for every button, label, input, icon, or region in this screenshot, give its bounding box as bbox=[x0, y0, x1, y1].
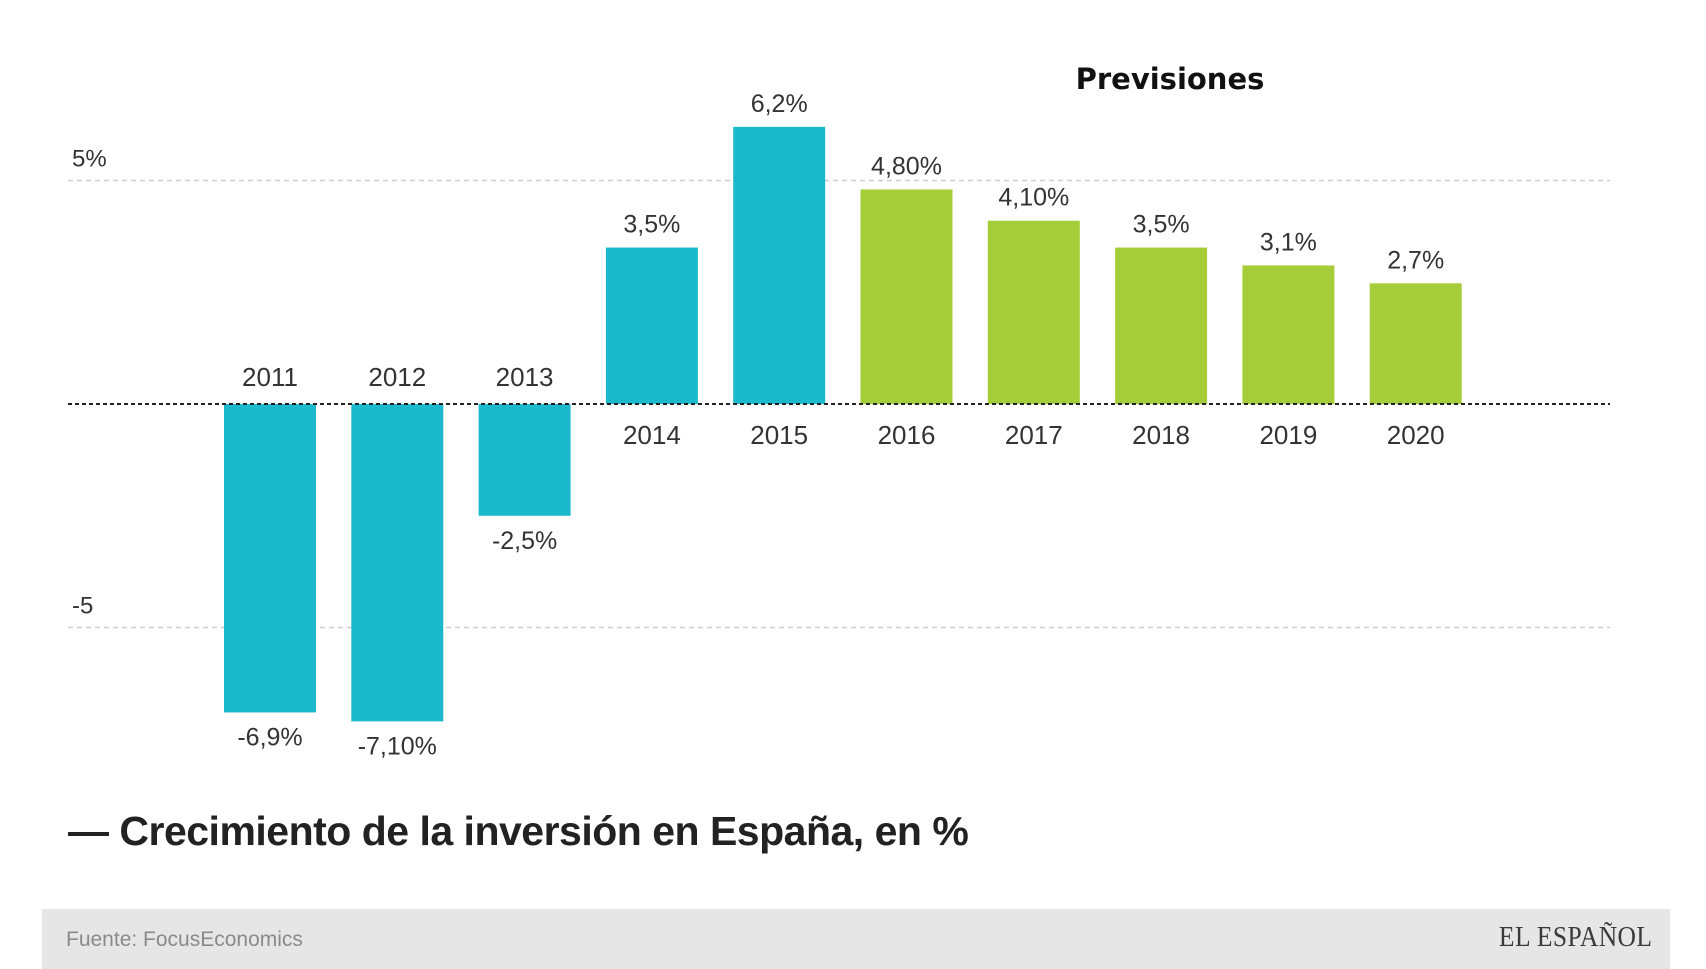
forecast-label: Previsiones bbox=[1076, 62, 1265, 96]
source-text: Fuente: FocusEconomics bbox=[66, 928, 303, 951]
x-tick-label: 2018 bbox=[1132, 420, 1190, 450]
bars bbox=[68, 126, 1610, 722]
x-tick-label: 2014 bbox=[623, 420, 681, 450]
data-label: 4,10% bbox=[998, 184, 1069, 212]
bar-2012 bbox=[351, 404, 444, 722]
x-tick-label: 2012 bbox=[368, 362, 426, 392]
data-label: 2,7% bbox=[1387, 246, 1444, 274]
bar-2016 bbox=[860, 189, 953, 404]
bar-2011 bbox=[224, 404, 316, 713]
data-label: -2,5% bbox=[492, 527, 557, 555]
chart-caption: — Crecimiento de la inversión en España,… bbox=[68, 808, 969, 854]
grid-lines bbox=[68, 179, 1610, 629]
y-tick-label: -5 bbox=[72, 593, 93, 620]
data-label: 3,1% bbox=[1260, 228, 1317, 256]
data-label: -6,9% bbox=[237, 723, 302, 751]
bar-2017 bbox=[987, 220, 1080, 404]
x-tick-label: 2020 bbox=[1387, 420, 1445, 450]
footer-bar: Fuente: FocusEconomics EL ESPAÑOL bbox=[42, 909, 1670, 969]
data-label: -7,10% bbox=[358, 732, 437, 760]
data-label: 4,80% bbox=[871, 152, 942, 180]
x-tick-label: 2015 bbox=[750, 420, 808, 450]
labels: 5% -5 2011 -6,9% 2012 -7,10% 2013 -2,5% 2014 3,5%… bbox=[72, 90, 1445, 761]
data-label: 6,2% bbox=[751, 90, 808, 118]
bar-2015 bbox=[733, 126, 826, 405]
x-tick-label: 2013 bbox=[496, 362, 554, 392]
bar-2014 bbox=[605, 247, 698, 404]
x-tick-label: 2011 bbox=[242, 362, 298, 392]
brand-logo: EL ESPAÑOL bbox=[1498, 921, 1652, 953]
bar-2013 bbox=[478, 404, 571, 516]
x-tick-label: 2017 bbox=[1005, 420, 1063, 450]
data-label: 3,5% bbox=[1133, 211, 1190, 239]
bar-2019 bbox=[1242, 265, 1335, 404]
x-tick-label: 2016 bbox=[878, 420, 936, 450]
data-label: 3,5% bbox=[623, 211, 680, 239]
x-tick-label: 2019 bbox=[1259, 420, 1317, 450]
bar-2020 bbox=[1369, 283, 1462, 404]
y-tick-label: 5% bbox=[72, 146, 107, 173]
bar-2018 bbox=[1115, 247, 1208, 404]
